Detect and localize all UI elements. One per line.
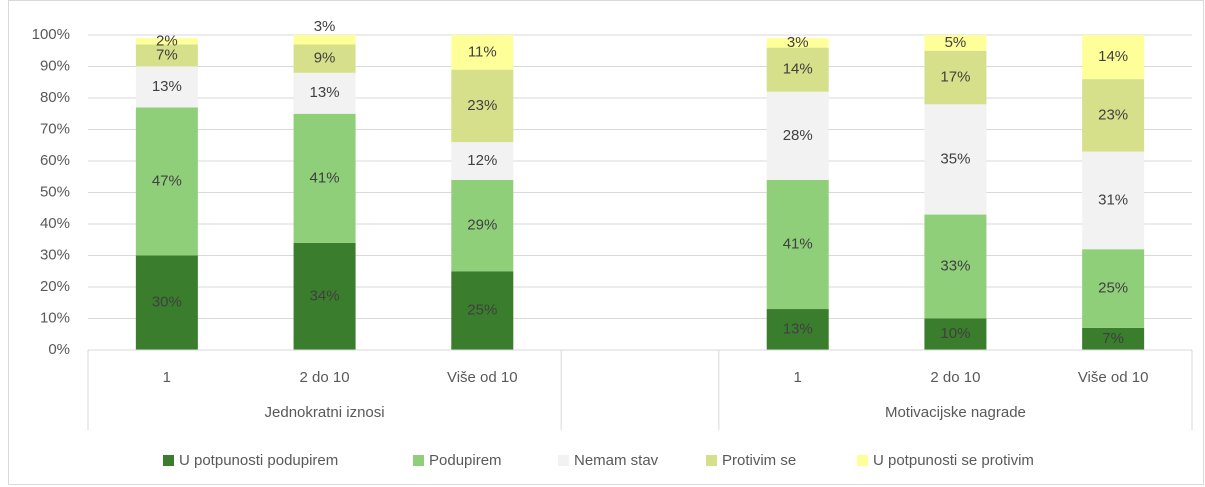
- bar-segment: [1082, 151, 1145, 250]
- value-label: 13%: [152, 78, 182, 95]
- chart-border: [8, 0, 1204, 485]
- y-tick-label: 100%: [32, 26, 70, 43]
- legend-label: U potpunosti podupirem: [179, 452, 338, 469]
- legend-label: U potpunosti se protivim: [873, 452, 1034, 469]
- legend-label: Protivim se: [722, 452, 796, 469]
- value-label: 47%: [152, 172, 182, 189]
- y-tick-label: 80%: [40, 89, 70, 106]
- y-tick-label: 20%: [40, 278, 70, 295]
- x-tick-label: Više od 10: [1078, 369, 1149, 386]
- value-label: 31%: [1098, 191, 1128, 208]
- y-tick-label: 50%: [40, 183, 70, 200]
- x-tick-label: 2 do 10: [930, 369, 980, 386]
- bar-segment: [451, 142, 514, 180]
- bar-segment: [924, 50, 987, 105]
- value-label: 13%: [310, 84, 340, 101]
- group-label: Motivacijske nagrade: [885, 404, 1026, 421]
- value-label: 14%: [783, 61, 813, 78]
- y-tick-label: 10%: [40, 309, 70, 326]
- value-label: 11%: [468, 43, 497, 60]
- value-label: 30%: [152, 294, 182, 311]
- value-label: 25%: [467, 302, 497, 319]
- value-label: 2%: [156, 32, 178, 49]
- bar-segment: [135, 66, 198, 108]
- bar-segment: [766, 179, 829, 310]
- value-label: 5%: [945, 34, 967, 51]
- x-tick-label: 1: [163, 369, 171, 386]
- legend-label: Nemam stav: [574, 452, 659, 469]
- bar-segment: [451, 271, 514, 350]
- bar-segment: [1082, 79, 1145, 152]
- value-label: 14%: [1098, 48, 1128, 65]
- bar-segment: [1082, 249, 1145, 328]
- bar-segment: [293, 72, 356, 114]
- y-tick-label: 70%: [40, 120, 70, 137]
- bar-segment: [451, 179, 514, 272]
- bar-segment: [766, 38, 829, 48]
- value-label: 3%: [787, 34, 809, 51]
- value-label: 23%: [467, 97, 497, 114]
- value-label: 13%: [783, 320, 813, 337]
- bar-segment: [451, 69, 514, 143]
- x-tick-label: 1: [794, 369, 802, 386]
- legend-swatch: [163, 455, 174, 466]
- value-label: 25%: [1098, 280, 1128, 297]
- bar-segment: [135, 44, 198, 67]
- y-tick-label: 40%: [40, 215, 70, 232]
- value-label: 10%: [940, 325, 970, 342]
- bar-segment: [1082, 327, 1145, 350]
- x-tick-label: 2 do 10: [300, 369, 350, 386]
- bar-segment: [293, 242, 356, 350]
- legend-swatch: [413, 455, 424, 466]
- value-label: 28%: [783, 127, 813, 144]
- bar-segment: [293, 35, 356, 45]
- y-tick-label: 30%: [40, 246, 70, 263]
- bar-segment: [1082, 35, 1145, 80]
- bar-segment: [135, 255, 198, 350]
- legend-swatch: [706, 455, 717, 466]
- legend-label: Podupirem: [429, 452, 502, 469]
- value-label: 34%: [310, 287, 340, 304]
- value-label: 3%: [314, 18, 336, 35]
- y-tick-label: 60%: [40, 152, 70, 169]
- bar-segment: [924, 35, 987, 51]
- bar-segment: [924, 104, 987, 215]
- bar-segment: [135, 107, 198, 256]
- y-tick-label: 90%: [40, 57, 70, 74]
- bar-segment: [451, 35, 514, 70]
- legend-swatch: [558, 455, 569, 466]
- x-tick-label: Više od 10: [447, 369, 518, 386]
- value-label: 41%: [783, 235, 813, 252]
- legend-swatch: [857, 455, 868, 466]
- value-label: 7%: [156, 46, 178, 63]
- bar-segment: [924, 318, 987, 350]
- group-label: Jednokratni iznosi: [265, 404, 385, 421]
- y-tick-label: 0%: [48, 341, 70, 358]
- bar-segment: [766, 47, 829, 92]
- value-label: 17%: [940, 68, 970, 85]
- bar-segment: [766, 91, 829, 180]
- value-label: 33%: [940, 257, 970, 274]
- bar-segment: [135, 38, 198, 45]
- bar-segment: [924, 214, 987, 319]
- bar-segment: [293, 113, 356, 243]
- value-label: 9%: [314, 50, 336, 67]
- value-label: 23%: [1098, 106, 1128, 123]
- value-label: 41%: [310, 169, 340, 186]
- value-label: 29%: [467, 217, 497, 234]
- bar-segment: [293, 44, 356, 73]
- value-label: 12%: [467, 152, 497, 169]
- value-label: 35%: [940, 150, 970, 167]
- value-label: 7%: [1102, 330, 1124, 347]
- bar-segment: [766, 309, 829, 350]
